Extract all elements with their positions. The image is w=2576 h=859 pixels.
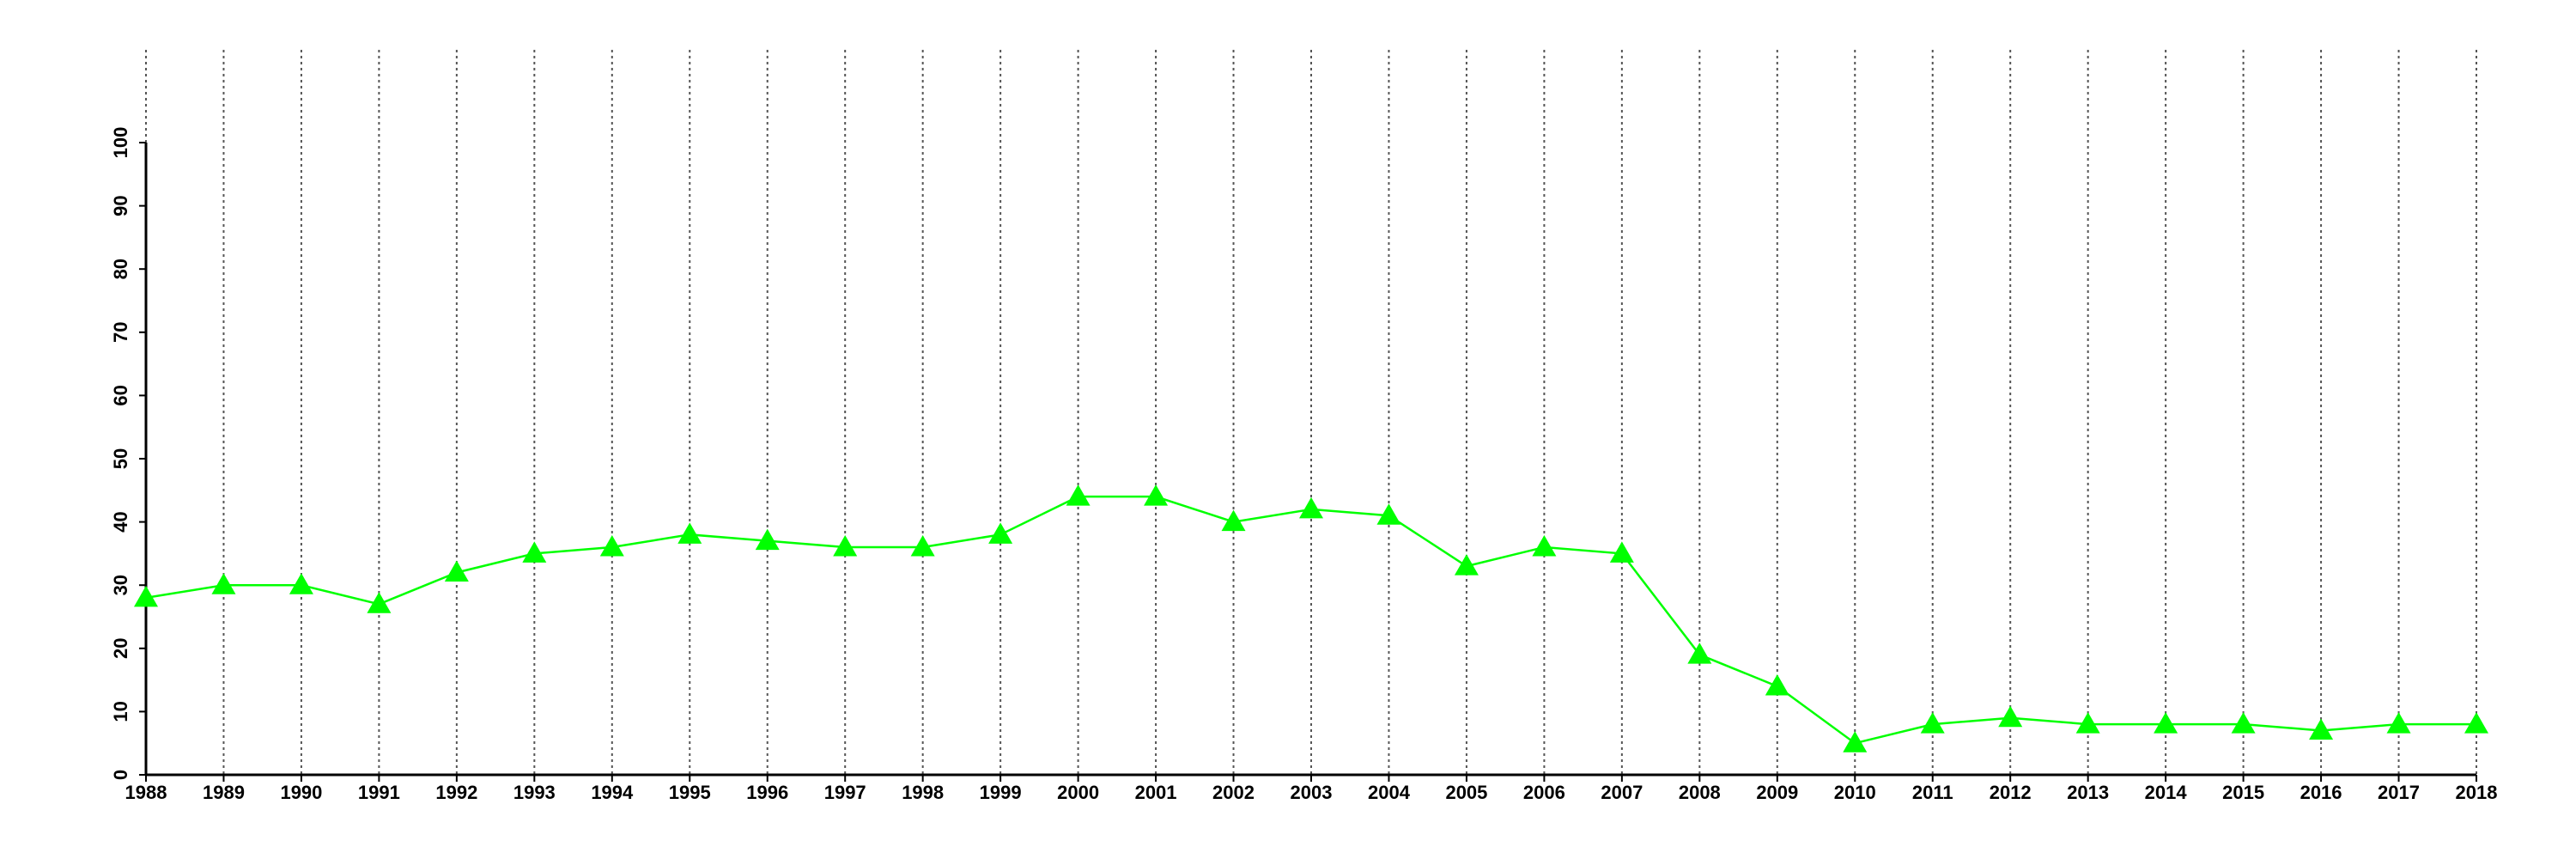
y-tick-label: 100 (110, 127, 131, 159)
data-point (2386, 712, 2411, 734)
x-tick-label: 2012 (1990, 782, 2032, 803)
x-tick-label: 1997 (824, 782, 866, 803)
data-point (2464, 712, 2488, 734)
x-tick-label: 2005 (1445, 782, 1487, 803)
x-tick-label: 1989 (203, 782, 245, 803)
x-tick-label: 1991 (358, 782, 400, 803)
x-tick-label: 2013 (2067, 782, 2109, 803)
data-point (2231, 712, 2256, 734)
x-tick-label: 2016 (2300, 782, 2342, 803)
data-point (134, 585, 158, 607)
x-tick-label: 2018 (2456, 782, 2498, 803)
data-point (677, 522, 702, 544)
y-tick-label: 30 (110, 575, 131, 595)
data-point (988, 522, 1013, 544)
x-tick-label: 2008 (1679, 782, 1721, 803)
y-tick-label: 90 (110, 195, 131, 216)
x-tick-label: 2003 (1291, 782, 1333, 803)
data-point (2309, 718, 2334, 740)
x-tick-label: 2011 (1912, 782, 1953, 803)
y-tick-label: 40 (110, 511, 131, 532)
data-point (367, 592, 392, 613)
data-point (1532, 535, 1557, 557)
data-point (444, 560, 469, 582)
data-point (1687, 643, 1712, 664)
x-tick-label: 1994 (591, 782, 634, 803)
data-point (1920, 712, 1945, 734)
data-point (1221, 509, 1246, 532)
y-tick-label: 10 (110, 701, 131, 722)
y-tick-label: 50 (110, 448, 131, 469)
x-tick-label: 2015 (2222, 782, 2264, 803)
x-tick-label: 2006 (1523, 782, 1565, 803)
x-tick-label: 1996 (746, 782, 788, 803)
x-tick-label: 2010 (1834, 782, 1876, 803)
data-point (755, 528, 780, 551)
data-point (910, 535, 935, 557)
data-point (1609, 541, 1634, 563)
x-tick-label: 1995 (669, 782, 711, 803)
y-tick-label: 80 (110, 259, 131, 279)
x-tick-label: 2004 (1368, 782, 1411, 803)
x-tick-label: 2014 (2145, 782, 2188, 803)
x-tick-label: 2009 (1756, 782, 1798, 803)
x-tick-label: 2017 (2378, 782, 2420, 803)
data-point (1299, 497, 1323, 519)
x-tick-label: 1998 (902, 782, 944, 803)
data-point (2075, 712, 2100, 734)
data-point (833, 535, 858, 557)
x-tick-label: 2007 (1601, 782, 1643, 803)
x-tick-label: 1993 (513, 782, 556, 803)
x-tick-label: 1988 (125, 782, 167, 803)
y-tick-label: 0 (110, 770, 131, 780)
data-point (1765, 673, 1789, 696)
x-tick-label: 1999 (980, 782, 1022, 803)
data-point (1144, 484, 1169, 506)
data-point (1998, 705, 2023, 728)
data-point (2154, 712, 2178, 734)
data-point (289, 573, 313, 594)
data-point (211, 573, 236, 594)
x-tick-label: 1992 (435, 782, 477, 803)
x-tick-label: 2002 (1212, 782, 1255, 803)
x-tick-label: 2000 (1057, 782, 1099, 803)
data-point (1066, 484, 1091, 506)
data-point (1454, 554, 1479, 576)
data-point (1376, 503, 1401, 525)
y-tick-label: 60 (110, 385, 131, 405)
y-tick-label: 20 (110, 638, 131, 659)
x-tick-label: 1990 (280, 782, 322, 803)
data-point (522, 541, 547, 563)
x-tick-label: 2001 (1135, 782, 1177, 803)
y-tick-label: 70 (110, 322, 131, 343)
data-point (599, 535, 624, 557)
data-point (1843, 731, 1868, 752)
